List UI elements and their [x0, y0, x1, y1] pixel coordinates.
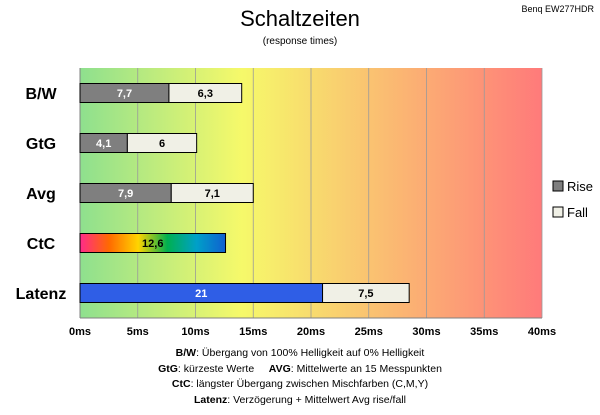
note-line: GtG: kürzeste Werte AVG: Mittelwerte an …: [158, 362, 442, 375]
legend: Rise Fall: [552, 179, 593, 220]
footnotes: B/W: Übergang von 100% Helligkeit auf 0%…: [0, 346, 600, 408]
bar-fall: [168, 83, 243, 103]
monitor-model: Benq EW277HDR: [521, 4, 594, 14]
legend-label: Rise: [567, 179, 593, 194]
bar-rise-label: 4,1: [96, 138, 111, 150]
x-tick-labels: 0ms 5ms 10ms 15ms 20ms 25ms 30ms 35ms 40ms: [69, 326, 556, 338]
bar-fall: [126, 133, 198, 153]
x-tick-label: 15ms: [239, 326, 267, 338]
bars: 7,7 6,3 4,1 6 7,9 7,1 12,6 21 7,5: [79, 83, 410, 303]
x-tick-label: 40ms: [528, 326, 556, 338]
note-line: B/W: Übergang von 100% Helligkeit auf 0%…: [175, 347, 425, 359]
bar-rise-label: 12,6: [142, 238, 163, 250]
bar-fall-label: 6,3: [198, 88, 213, 100]
category-label: CtC: [27, 236, 56, 253]
legend-swatch: [552, 180, 564, 192]
x-tick-label: 20ms: [297, 326, 325, 338]
x-tick-label: 0ms: [69, 326, 91, 338]
bar-fall: [322, 283, 410, 303]
note-line: Latenz: Verzögerung + Mittelwert Avg ris…: [194, 393, 406, 406]
category-label: Latenz: [16, 286, 67, 303]
category-label: B/W: [25, 86, 57, 103]
bar-fall: [170, 183, 254, 203]
category-labels: B/W GtG Avg CtC Latenz: [16, 86, 67, 303]
bar-rise-label: 7,7: [117, 88, 132, 100]
bar-fall-label: 6: [159, 138, 165, 150]
category-label: GtG: [26, 136, 56, 153]
x-tick-label: 30ms: [412, 326, 440, 338]
legend-label: Fall: [567, 205, 588, 220]
bar-rise-label: 21: [195, 288, 207, 300]
bar-fall-label: 7,1: [205, 188, 220, 200]
legend-swatch: [552, 206, 564, 218]
chart-title: Schaltzeiten: [240, 6, 360, 31]
chart-subtitle: (response times): [262, 36, 338, 47]
bar-rise: [79, 233, 227, 253]
x-tick-label: 25ms: [355, 326, 383, 338]
x-tick-label: 10ms: [181, 326, 209, 338]
note-line: CtC: längster Übergang zwischen Mischfar…: [171, 378, 429, 390]
bar-rise-label: 7,9: [118, 188, 133, 200]
bar-fall-label: 7,5: [358, 288, 373, 300]
x-tick-label: 35ms: [470, 326, 498, 338]
x-tick-label: 5ms: [127, 326, 149, 338]
category-label: Avg: [26, 186, 56, 203]
